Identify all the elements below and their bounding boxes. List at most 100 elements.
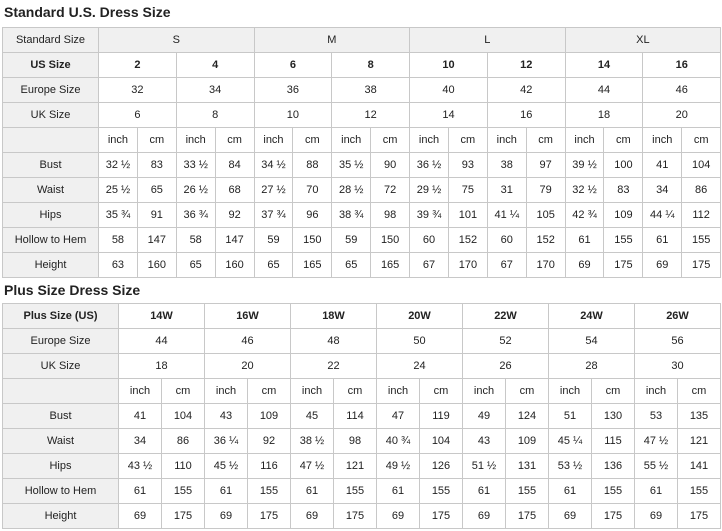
table-cell: 6 [253, 52, 333, 78]
table-cell: inch [642, 127, 683, 153]
table-cell: 38 [486, 152, 527, 178]
row-label: Height [2, 503, 119, 529]
table-cell: 90 [370, 152, 411, 178]
table-cell: inch [462, 378, 506, 404]
table-cell: 38 ¾ [331, 202, 372, 228]
row-label: Bust [2, 403, 119, 429]
table-cell: cm [333, 378, 377, 404]
table-cell: 96 [292, 202, 333, 228]
table-cell: 8 [331, 52, 411, 78]
table-cell: 14 [409, 102, 488, 128]
table-cell: 160 [214, 252, 255, 278]
table-cell: 65 [175, 252, 216, 278]
table-cell: 42 [486, 77, 566, 103]
table-row: Waist 25 ½ 65 26 ½ 68 27 ½ 70 28 ½ 72 29 ½ 75 31 79 3… [2, 177, 722, 203]
table-cell: 22 [290, 353, 377, 379]
table-cell: cm [591, 378, 635, 404]
table-cell: 42 ¾ [564, 202, 605, 228]
table-cell: 32 ½ [564, 177, 605, 203]
table-cell: 119 [419, 403, 463, 429]
table-cell: 69 [462, 503, 506, 529]
table-cell: 8 [175, 102, 255, 128]
table-cell: 20 [642, 102, 722, 128]
table-cell: cm [161, 378, 205, 404]
table-cell: 43 [204, 403, 248, 429]
table-cell: 45 ¼ [548, 428, 592, 454]
table-cell: 47 ½ [290, 453, 334, 479]
table-cell: inch [98, 127, 138, 153]
table-cell: 46 [204, 328, 291, 354]
table-cell: 36 [253, 77, 333, 103]
table-row: Hollow to Hem 58 147 58 147 59 150 59 150 60 152 60… [2, 227, 722, 253]
table-cell: 86 [681, 177, 722, 203]
table-cell: cm [603, 127, 644, 153]
table-row: Waist 34 86 36 ¼ 92 38 ½ 98 40 ¾ 104 43 109 45 ¼ 115… [2, 428, 721, 454]
table-cell: cm [505, 378, 549, 404]
table-cell: cm [214, 127, 255, 153]
table-cell: 45 ½ [204, 453, 248, 479]
size-table: Plus Size (US) 14W 16W 18W 20W 22W 24W 26W Europ… [2, 303, 721, 529]
table-row: Bust 41 104 43 109 45 114 47 119 49 124 51 130 53 135 [2, 403, 721, 429]
table-cell: 27 ½ [253, 177, 294, 203]
table-cell: 65 [253, 252, 294, 278]
table-cell: 16W [204, 303, 291, 329]
table-cell: M [253, 27, 411, 53]
table-cell: 38 ½ [290, 428, 334, 454]
table-cell: 69 [548, 503, 592, 529]
table-cell: 155 [505, 478, 549, 504]
table-cell: 49 [462, 403, 506, 429]
table-cell: 114 [333, 403, 377, 429]
table-cell: 18W [290, 303, 377, 329]
table-cell: 49 ½ [376, 453, 420, 479]
row-label: Bust [2, 152, 99, 178]
table-cell: inch [409, 127, 449, 153]
table-cell: 24 [376, 353, 463, 379]
table-cell: 60 [486, 227, 527, 253]
table-cell: inch [204, 378, 248, 404]
table-cell: cm [681, 127, 722, 153]
table-cell: 175 [161, 503, 205, 529]
table-cell: 175 [681, 252, 722, 278]
table-cell: 40 ¾ [376, 428, 420, 454]
table-cell: 175 [247, 503, 291, 529]
table-cell: 44 [118, 328, 205, 354]
table-cell: 59 [331, 227, 372, 253]
table-cell: 83 [136, 152, 177, 178]
table-cell: 131 [505, 453, 549, 479]
table-cell: 44 [564, 77, 644, 103]
size-table: Standard Size S M L XL US Size 2 4 6 8 10 12 14 16 Eur… [2, 27, 722, 278]
table-cell: 34 [175, 77, 255, 103]
table-cell: 26W [634, 303, 721, 329]
table-cell: 33 ½ [175, 152, 216, 178]
table-cell: 12 [331, 102, 411, 128]
table-cell: 51 ½ [462, 453, 506, 479]
table-cell: 136 [591, 453, 635, 479]
table-cell: 63 [98, 252, 138, 278]
table-cell: 68 [214, 177, 255, 203]
table-cell: 69 [564, 252, 605, 278]
table-cell: 39 ½ [564, 152, 605, 178]
table-cell: cm [677, 378, 721, 404]
table-cell: 56 [634, 328, 721, 354]
table-cell: 109 [247, 403, 291, 429]
table-cell: 25 ½ [98, 177, 138, 203]
row-label: UK Size [2, 102, 99, 128]
table-cell: 61 [204, 478, 248, 504]
table-cell: 155 [681, 227, 722, 253]
table-cell: 121 [333, 453, 377, 479]
table-cell: 48 [290, 328, 377, 354]
table-cell: 91 [136, 202, 177, 228]
table-cell: 155 [603, 227, 644, 253]
table-row: Height 69 175 69 175 69 175 69 175 69 175 69 175 69 17… [2, 503, 721, 529]
table-cell: 61 [376, 478, 420, 504]
row-label: Waist [2, 177, 99, 203]
table-cell: 92 [214, 202, 255, 228]
table-cell: inch [118, 378, 162, 404]
table-cell: cm [525, 127, 566, 153]
section-title: Standard U.S. Dress Size [4, 4, 171, 20]
table-cell: 41 [642, 152, 683, 178]
table-cell: 150 [292, 227, 333, 253]
